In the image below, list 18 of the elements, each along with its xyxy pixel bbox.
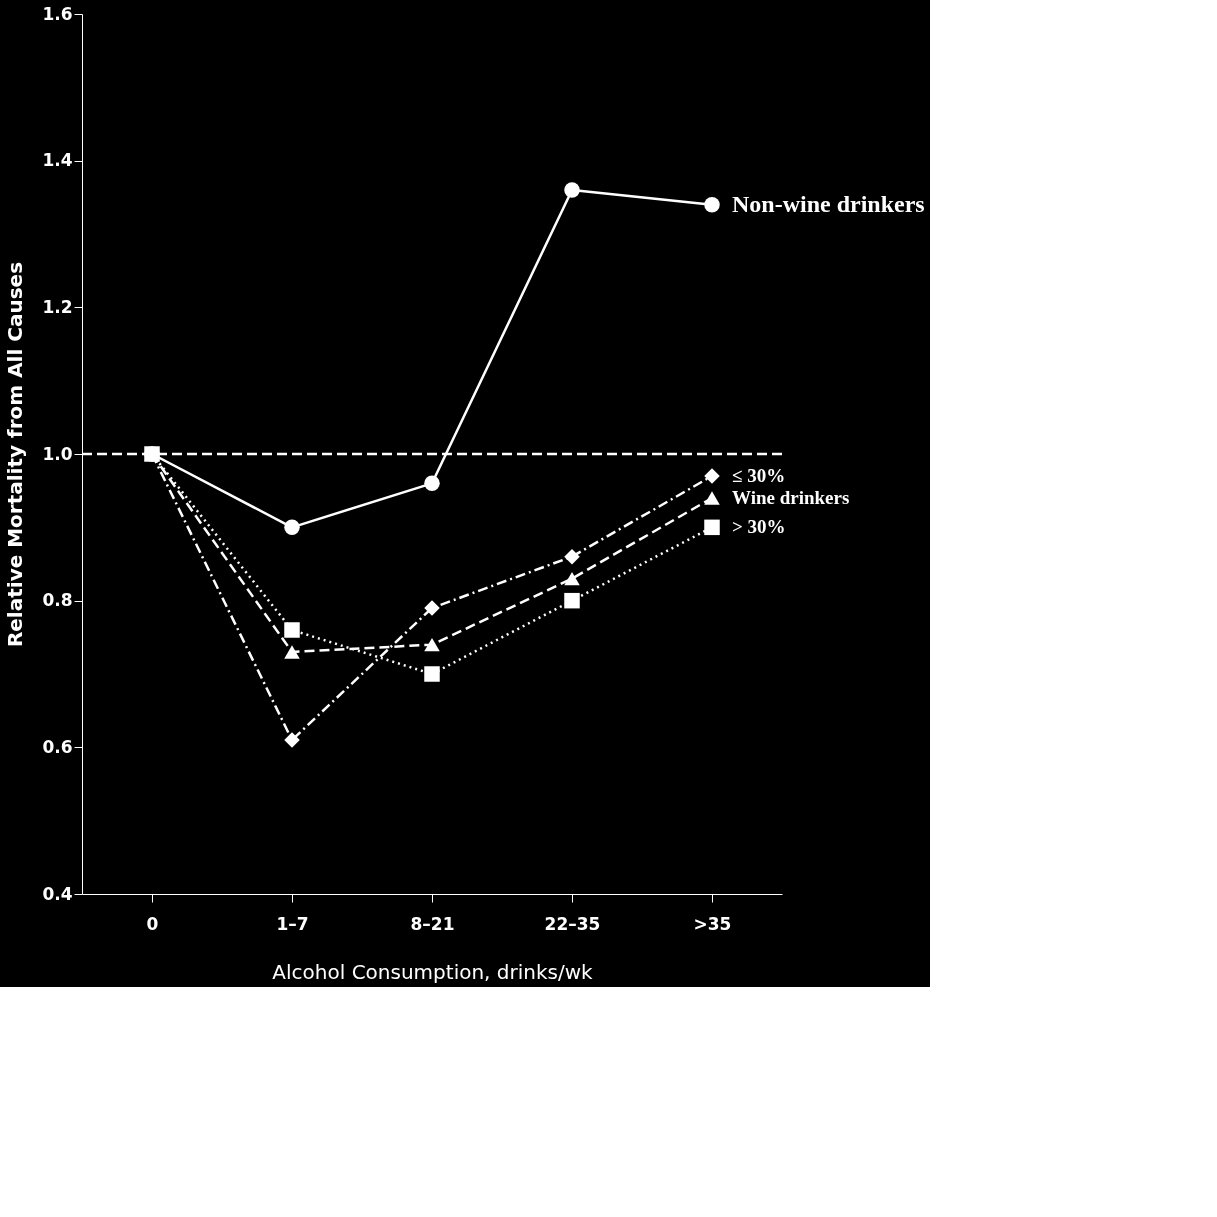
y-tick-label: 0.4 [42, 883, 73, 904]
x-tick-label: 22–35 [544, 913, 601, 934]
x-axis-title: Alcohol Consumption, drinks/wk [272, 959, 594, 984]
series-label: > 30% [732, 516, 786, 538]
y-tick-label: 1.6 [42, 3, 73, 24]
y-tick-label: 1.2 [42, 296, 73, 317]
y-tick-label: 0.8 [42, 590, 73, 611]
x-tick-label: 8–21 [410, 913, 455, 934]
y-axis-title: Relative Mortality from All Causes [3, 261, 28, 648]
y-tick-label: 1.0 [42, 443, 73, 464]
y-tick-label: 1.4 [42, 150, 73, 171]
series-label: Non-wine drinkers [732, 190, 925, 217]
y-tick-label: 0.6 [42, 736, 73, 757]
x-tick-label: 1–7 [276, 913, 309, 934]
x-tick-label: >35 [693, 913, 732, 934]
x-tick-label: 0 [146, 913, 159, 934]
series-label: Wine drinkers [732, 487, 850, 508]
series-label: ≤ 30% [732, 465, 786, 486]
